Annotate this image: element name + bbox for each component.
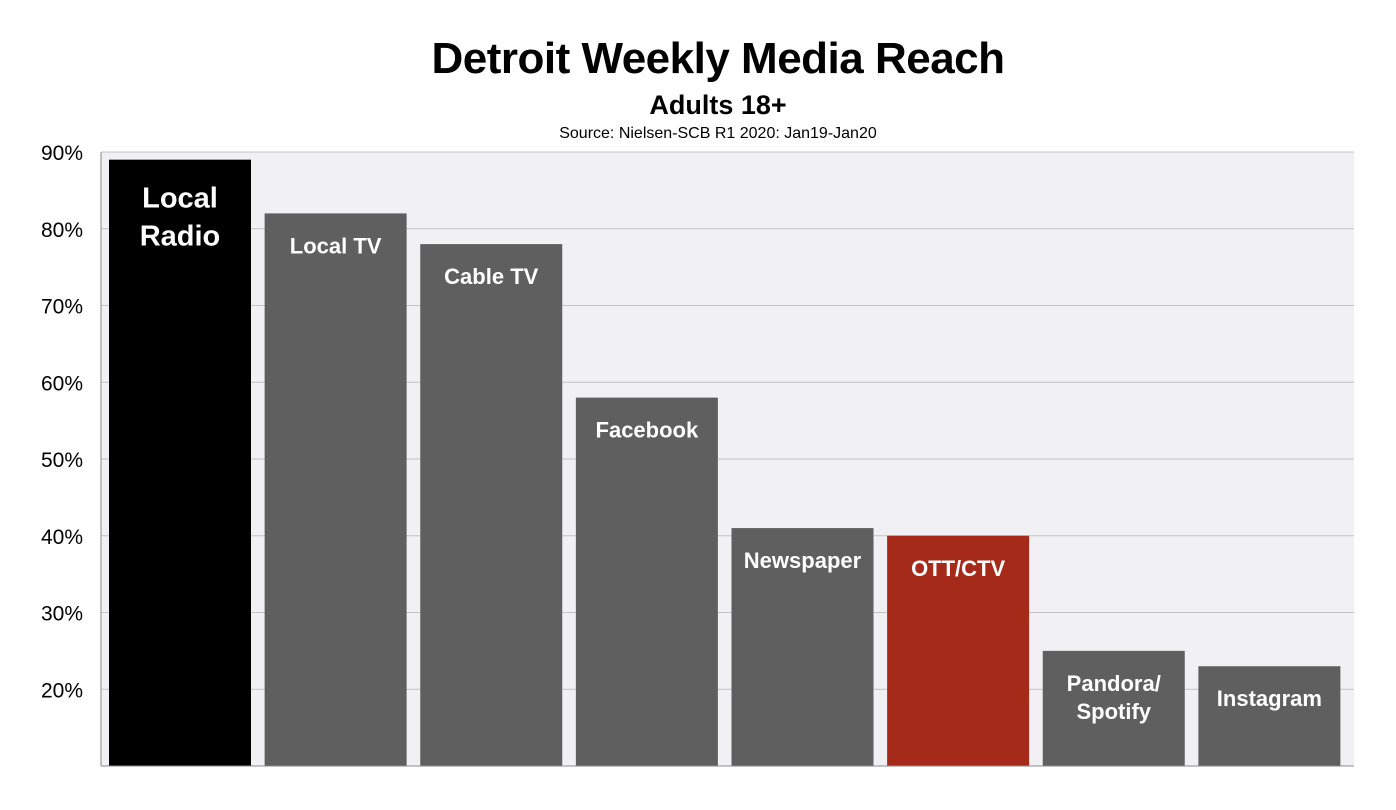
bar-label: Pandora/ [1067,671,1161,696]
bar-label: Facebook [596,418,699,443]
y-tick-label: 90% [41,142,83,165]
bar-label: Cable TV [444,264,538,289]
bar-pandora-spotify [1042,650,1185,766]
bar-label: Local [142,183,218,215]
y-tick-label: 80% [41,219,83,242]
bar-label: Radio [140,221,221,253]
chart-subtitle: Adults 18+ [649,90,787,120]
bar-instagram [1198,666,1341,766]
y-axis-tick-labels: 20% 30% 40% 50% 60% 70% 80% 90% [41,142,83,702]
chart-source-note: Source: Nielsen-SCB R1 2020: Jan19-Jan20 [559,125,877,142]
bar-cable-tv [420,244,563,767]
bar-label: Newspaper [744,548,862,573]
bar-label: OTT/CTV [911,556,1005,581]
y-tick-label: 30% [41,603,83,626]
y-tick-label: 40% [41,526,83,549]
y-tick-label: 50% [41,449,83,472]
bar-label: Local TV [290,233,382,258]
bar-newspaper [731,528,874,766]
bar-local-tv [264,213,407,766]
y-tick-label: 20% [41,679,83,702]
bar-label: Instagram [1217,686,1322,711]
bar-local-radio [109,159,251,767]
bar-facebook [575,397,718,766]
y-tick-label: 70% [41,296,83,319]
bars [109,159,1341,767]
bar-label: Spotify [1076,699,1151,724]
chart-title: Detroit Weekly Media Reach [431,34,1005,83]
y-tick-label: 60% [41,372,83,395]
bar-ott-ctv [887,535,1030,766]
bar-labels: Local Radio Local TV Cable TV Facebook Newspa… [140,183,1322,724]
